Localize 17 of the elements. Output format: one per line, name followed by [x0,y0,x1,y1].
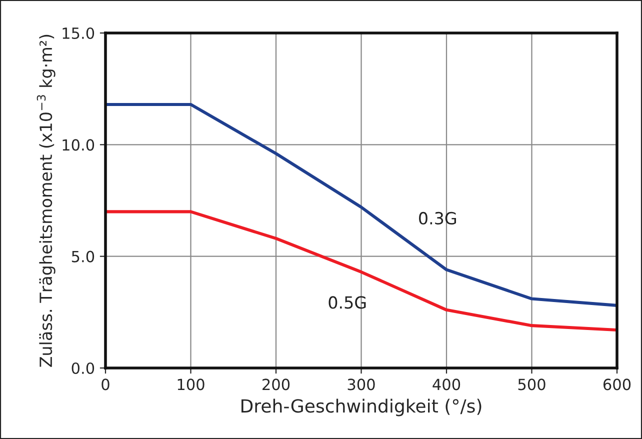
series-label: 0.5G [328,296,366,309]
line-series [106,102,617,307]
x-tick-label: 100 [178,378,204,390]
y-tick-label: 0.0 [72,362,94,374]
x-tick-label: 200 [262,378,290,390]
y-tick-label: 5.0 [72,250,94,262]
x-tick-label: 0 [102,378,110,390]
x-tick-label: 600 [603,378,631,390]
line-series [106,210,617,332]
x-tick-label: 300 [348,378,375,390]
series-label: 0.3G [419,212,456,225]
y-axis-title: Zuläss. Trägheitsmoment (x10$^{−3}$ kg·m²) [36,34,56,367]
y-tick-label: 15.0 [62,27,94,40]
x-tick-label: 400 [432,378,460,390]
x-tick-label: 500 [518,378,546,390]
y-tick-label: 10.0 [62,139,94,151]
x-axis-title: Dreh-Geschwindigkeit (°/s) [242,398,482,416]
